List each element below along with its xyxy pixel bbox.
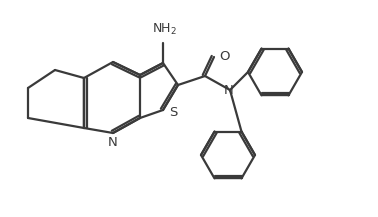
- Text: N: N: [108, 135, 118, 148]
- Text: S: S: [169, 105, 177, 118]
- Text: N: N: [224, 84, 234, 97]
- Text: O: O: [219, 49, 229, 62]
- Text: NH$_2$: NH$_2$: [152, 22, 177, 37]
